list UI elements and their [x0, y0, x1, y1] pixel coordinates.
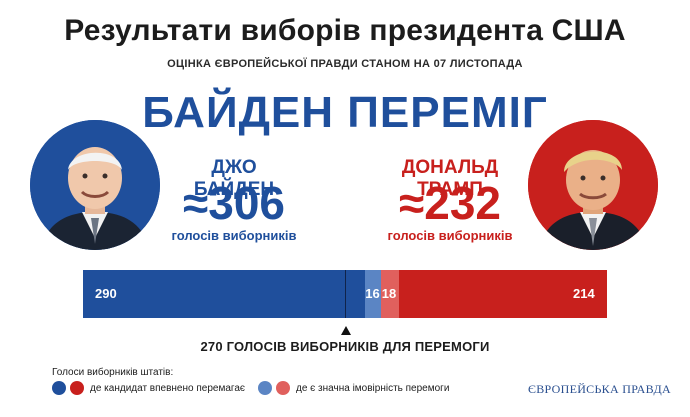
- bar-segment-2: [381, 270, 399, 318]
- bar-segment-0: [83, 270, 366, 318]
- threshold-arrow-icon: [340, 326, 351, 335]
- biden-portrait: [30, 120, 160, 250]
- page-title: Результати виборів президента США: [64, 14, 626, 47]
- bar-segment-label-1: 16: [365, 286, 380, 301]
- brand-logo: ЄВРОПЕЙСЬКА ПРАВДА: [528, 382, 671, 396]
- legend-dot-light-red: [276, 381, 290, 395]
- legend-dot-light-blue: [258, 381, 272, 395]
- threshold-line: [345, 270, 347, 318]
- page-subtitle: ОЦІНКА ЄВРОПЕЙСЬКОЇ ПРАВДИ СТАНОМ НА 07 …: [167, 58, 523, 70]
- bar-segment-label-0: 290: [95, 286, 117, 301]
- bar-segment-label-2: 18: [381, 286, 397, 301]
- legend-item-likely: де є значна імовірність перемоги: [296, 383, 450, 394]
- trump-portrait: [528, 120, 658, 250]
- legend-item-confident: де кандидат впевнено перемагає: [90, 383, 245, 394]
- trump-votes-label: голосів виборників: [387, 228, 513, 243]
- trump-votes: ≈232: [399, 177, 501, 229]
- electoral-vote-bar: 290 16 18 214: [83, 270, 607, 318]
- headline: БАЙДЕН ПЕРЕМІГ: [142, 88, 548, 137]
- legend-dot-red: [70, 381, 84, 395]
- threshold-label: 270 ГОЛОСІВ ВИБОРНИКІВ ДЛЯ ПЕРЕМОГИ: [200, 339, 490, 354]
- legend-dot-blue: [52, 381, 66, 395]
- biden-name: ДЖО БАЙДЕН: [193, 157, 275, 200]
- biden-votes: ≈306: [183, 177, 285, 229]
- legend-title: Голоси виборників штатів:: [52, 367, 174, 378]
- biden-votes-label: голосів виборників: [171, 228, 297, 243]
- trump-name: ДОНАЛЬД ТРАМП: [401, 157, 499, 200]
- bar-segment-3: [398, 270, 607, 318]
- bar-segment-label-3: 214: [573, 286, 595, 301]
- bar-segment-1: [365, 270, 382, 318]
